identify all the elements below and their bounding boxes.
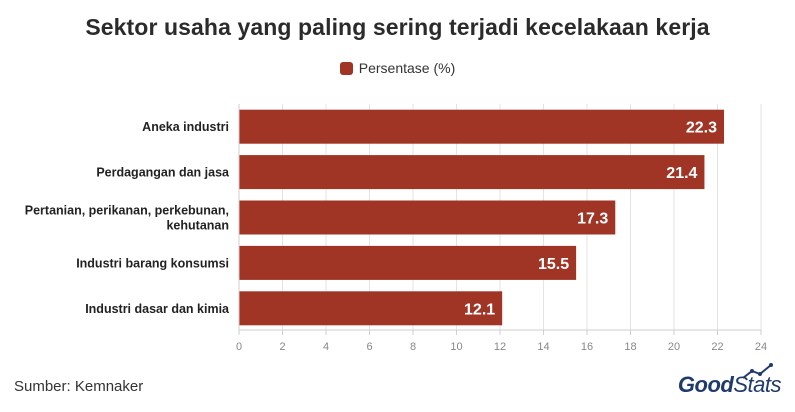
logo-good: Good (677, 372, 734, 397)
bar (239, 245, 577, 280)
data-label: 17.3 (577, 211, 608, 228)
x-tick-label: 22 (711, 341, 723, 353)
legend-swatch (339, 61, 353, 75)
data-label: 22.3 (686, 120, 717, 137)
category-label: Pertanian, perikanan, perkebunan, kehutan… (25, 204, 229, 233)
category-label-line: Aneka industri (142, 120, 229, 134)
x-tick-label: 14 (537, 341, 549, 353)
category-label-line: Industri barang konsumsi (76, 256, 229, 270)
legend-label: Persentase (%) (358, 60, 456, 76)
bar (239, 155, 705, 190)
x-axis-tick-layer: 0 2 4 6 8 10 12 14 16 18 20 22 24 (236, 104, 767, 353)
trend-chart-icon (742, 363, 773, 379)
x-tick-label: 4 (323, 341, 329, 353)
category-label: Aneka industri (142, 120, 229, 134)
x-tick-label: 16 (581, 341, 593, 353)
x-tick-label: 18 (624, 341, 636, 353)
chart-title: Sektor usaha yang paling sering terjadi … (85, 14, 710, 40)
category-label: Perdagangan dan jasa (96, 166, 230, 180)
x-tick-label: 0 (236, 341, 242, 353)
x-tick-label: 2 (279, 341, 285, 353)
bar (239, 200, 616, 235)
logo-stats: Stats (733, 372, 781, 397)
x-tick-label: 10 (450, 341, 462, 353)
source-note: Sumber: Kemnaker (14, 378, 144, 395)
category-label-line: kehutanan (166, 219, 229, 233)
bar (239, 291, 503, 326)
bar-layer: 22.3 21.4 17.3 15.5 12.1 (239, 109, 725, 326)
x-tick-label: 6 (366, 341, 372, 353)
x-tick-label: 12 (494, 341, 506, 353)
data-label: 21.4 (666, 165, 697, 182)
legend: Persentase (%) (0, 60, 795, 76)
bar (239, 109, 725, 144)
category-label: Industri barang konsumsi (76, 256, 229, 270)
x-tick-label: 20 (668, 341, 680, 353)
data-label: 15.5 (538, 256, 569, 273)
category-label-layer: Aneka industri Perdagangan dan jasa Pertan… (25, 120, 230, 316)
category-label-line: Perdagangan dan jasa (96, 166, 230, 180)
category-label: Industri dasar dan kimia (85, 302, 230, 316)
data-label: 12.1 (464, 301, 495, 318)
x-tick-label: 8 (410, 341, 416, 353)
category-label-line: Industri dasar dan kimia (85, 302, 230, 316)
goodstats-logo: GoodStats (677, 372, 782, 398)
category-label-line: Pertanian, perikanan, perkebunan, (25, 204, 229, 218)
x-tick-label: 24 (755, 341, 767, 353)
